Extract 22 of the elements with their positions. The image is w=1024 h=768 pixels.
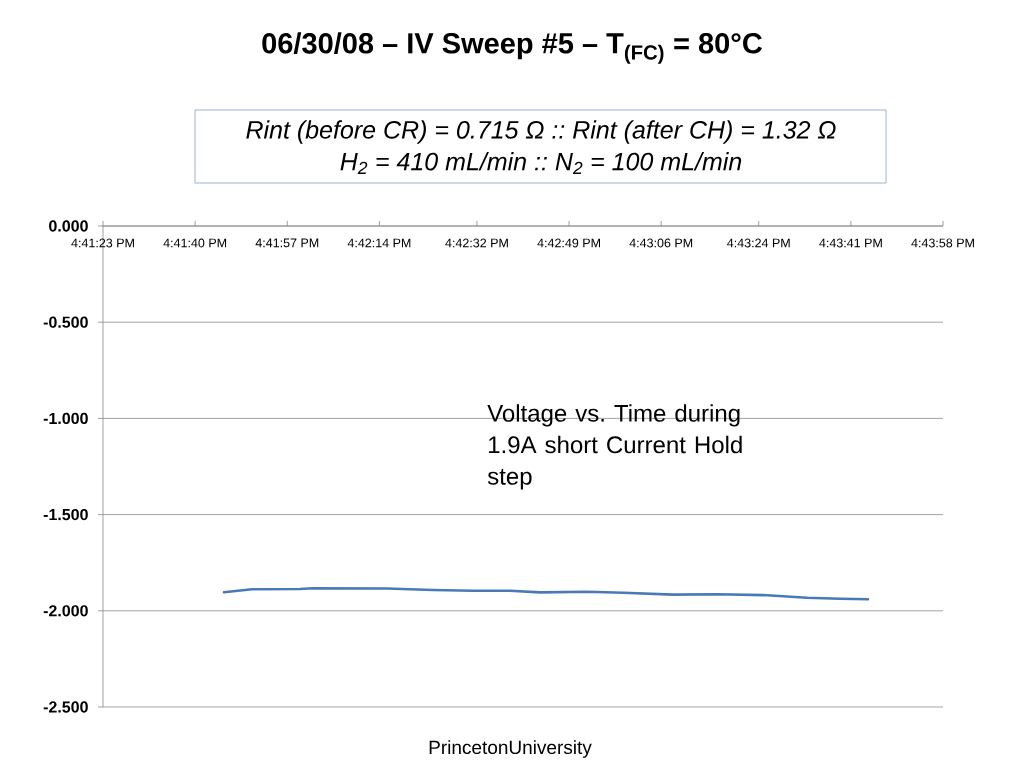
x-tick-label: 4:42:14 PM xyxy=(347,238,411,248)
x-tick-label: 4:42:32 PM xyxy=(445,238,508,248)
annotation: Voltage vs. Time during 1.9A short Current Hold step xyxy=(487,404,742,490)
text: H$_{2}$ = 410 mL/min :: N$_{2}$ = 100 mL/min xyxy=(340,152,742,174)
chart-title: 06/30/08 – IV Sweep #5 – T$_{(FC)}$ = 80°C xyxy=(262,32,763,64)
text: PrincetonUniversity xyxy=(429,740,592,758)
text: Rint (before CR) = 0.715 Ω :: Rint (after CH) = 1.32 Ω xyxy=(246,120,836,144)
y-tick-label: -2.000 xyxy=(43,605,88,617)
x-tick-label: 4:41:57 PM xyxy=(255,238,319,248)
x-tick-label: 4:43:06 PM xyxy=(629,238,693,248)
x-tick-label: 4:41:23 PM xyxy=(71,238,134,248)
x-tick-label: 4:43:24 PM xyxy=(727,238,790,248)
x-tick-label: 4:41:40 PM xyxy=(163,238,227,248)
y-tick-label: -2.500 xyxy=(43,701,88,713)
y-tick-label: -1.000 xyxy=(43,412,88,425)
x-tick-label: 4:42:49 PM xyxy=(537,238,600,248)
y-tick-label: -0.500 xyxy=(43,316,88,328)
x-tick-label: 4:43:58 PM xyxy=(911,238,974,248)
x-tick-label: 4:43:41 PM xyxy=(819,238,882,248)
y-tick-label: -1.500 xyxy=(43,508,88,521)
y-tick-label: 0.000 xyxy=(49,220,88,232)
line-series xyxy=(222,586,870,601)
